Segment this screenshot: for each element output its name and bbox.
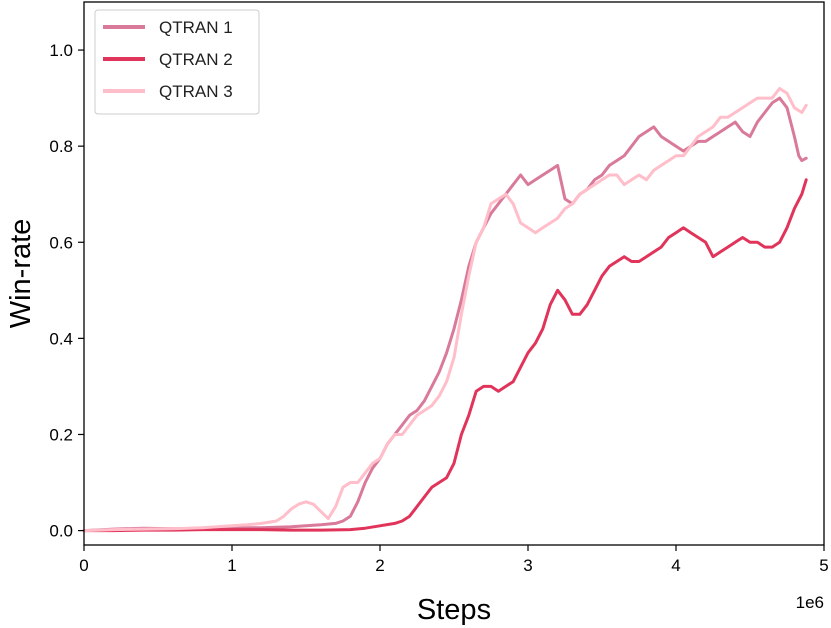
- plot-area: 0 1 2 3 4 5 0.0 0.2 0.4 0.6 0.8 1.0: [49, 1, 829, 575]
- x-axis-title: Steps: [417, 594, 491, 626]
- series-line-2: [82, 178, 808, 533]
- legend-items: QTRAN 1 QTRAN 2 QTRAN 3: [103, 18, 233, 101]
- series-line-3: [82, 87, 808, 533]
- x-tick-label: 5: [819, 556, 828, 575]
- legend-label-2: QTRAN 2: [159, 50, 233, 69]
- axes-frame: [83, 1, 825, 546]
- y-tick-label: 1.0: [49, 41, 73, 60]
- legend-box: [94, 9, 260, 115]
- y-tick-label: 0.6: [49, 233, 73, 252]
- legend-label-3: QTRAN 3: [159, 82, 233, 101]
- x-tick-label: 3: [523, 556, 532, 575]
- x-tick-label: 2: [375, 556, 384, 575]
- y-axis-title: Win-rate: [5, 219, 37, 329]
- y-tick-label: 0.8: [49, 137, 73, 156]
- x-axis-offset-label: 1e6: [796, 593, 824, 612]
- y-tick-label: 0.0: [49, 522, 73, 541]
- y-tick-label: 0.2: [49, 425, 73, 444]
- y-tick-label: 0.4: [49, 329, 73, 348]
- legend-label-1: QTRAN 1: [159, 18, 233, 37]
- series-line-1: [82, 96, 808, 533]
- x-tick-label: 4: [671, 556, 680, 575]
- tick-layer: 0 1 2 3 4 5 0.0 0.2 0.4 0.6 0.8 1.0: [49, 41, 828, 575]
- x-tick-label: 1: [227, 556, 236, 575]
- legend: QTRAN 1 QTRAN 2 QTRAN 3: [94, 9, 260, 115]
- x-tick-label: 0: [79, 556, 88, 575]
- series-layer: [82, 87, 808, 533]
